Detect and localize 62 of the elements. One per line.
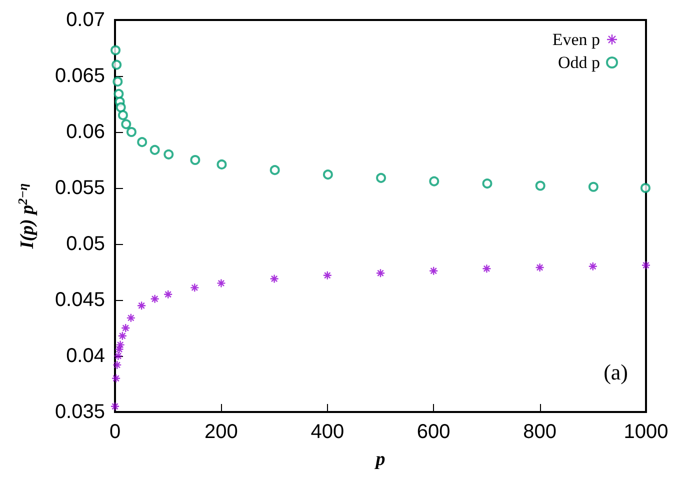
point bbox=[216, 278, 226, 288]
point bbox=[111, 374, 121, 383]
point bbox=[110, 402, 120, 411]
point bbox=[118, 331, 128, 340]
point bbox=[121, 323, 130, 333]
x-tick-label: 0 bbox=[109, 421, 121, 443]
point bbox=[126, 313, 136, 323]
y-tick-label: 0.05 bbox=[66, 233, 105, 255]
y-tick-label: 0.07 bbox=[66, 9, 105, 31]
annotation: (a) bbox=[604, 360, 628, 384]
point bbox=[164, 290, 173, 299]
point bbox=[535, 180, 546, 191]
point bbox=[112, 60, 122, 70]
point bbox=[429, 266, 438, 276]
point bbox=[150, 144, 160, 155]
x-tick-label: 800 bbox=[523, 421, 556, 443]
point bbox=[116, 102, 126, 112]
legend-label: Odd p bbox=[558, 53, 600, 72]
point bbox=[114, 344, 124, 354]
x-axis-title: p bbox=[374, 449, 386, 470]
point bbox=[535, 262, 544, 272]
y-tick-label: 0.065 bbox=[54, 65, 105, 87]
point bbox=[270, 274, 279, 284]
point bbox=[136, 301, 146, 310]
point bbox=[137, 137, 148, 148]
point bbox=[322, 170, 333, 180]
y-tick-label: 0.045 bbox=[54, 289, 105, 311]
point bbox=[641, 260, 651, 270]
point bbox=[112, 360, 122, 370]
point bbox=[482, 178, 492, 189]
point bbox=[114, 351, 123, 361]
point bbox=[322, 270, 332, 280]
point bbox=[482, 264, 492, 274]
x-tick-label: 400 bbox=[310, 421, 344, 443]
x-tick-label: 1000 bbox=[624, 421, 668, 443]
point bbox=[376, 268, 386, 278]
point bbox=[270, 165, 280, 176]
y-tick-label: 0.06 bbox=[66, 121, 105, 143]
x-tick-label: 600 bbox=[416, 421, 450, 443]
point bbox=[216, 159, 227, 170]
point bbox=[121, 119, 132, 130]
legend-label: Even p bbox=[552, 30, 600, 49]
point bbox=[588, 262, 598, 271]
point bbox=[190, 283, 200, 292]
point bbox=[640, 183, 650, 193]
point bbox=[164, 149, 174, 160]
point bbox=[112, 76, 123, 87]
point bbox=[150, 294, 160, 304]
point bbox=[190, 155, 200, 165]
y-tick-label: 0.035 bbox=[54, 401, 105, 423]
point bbox=[110, 45, 121, 56]
point bbox=[118, 110, 128, 120]
point bbox=[376, 172, 386, 183]
point bbox=[588, 182, 598, 192]
y-tick-label: 0.04 bbox=[66, 345, 105, 367]
point bbox=[126, 127, 136, 137]
point bbox=[114, 88, 124, 99]
point bbox=[429, 176, 440, 186]
y-axis-title: I(p) p2−η bbox=[15, 183, 38, 250]
x-tick-label: 200 bbox=[204, 421, 238, 443]
y-tick-label: 0.055 bbox=[54, 177, 105, 199]
point bbox=[116, 340, 125, 350]
